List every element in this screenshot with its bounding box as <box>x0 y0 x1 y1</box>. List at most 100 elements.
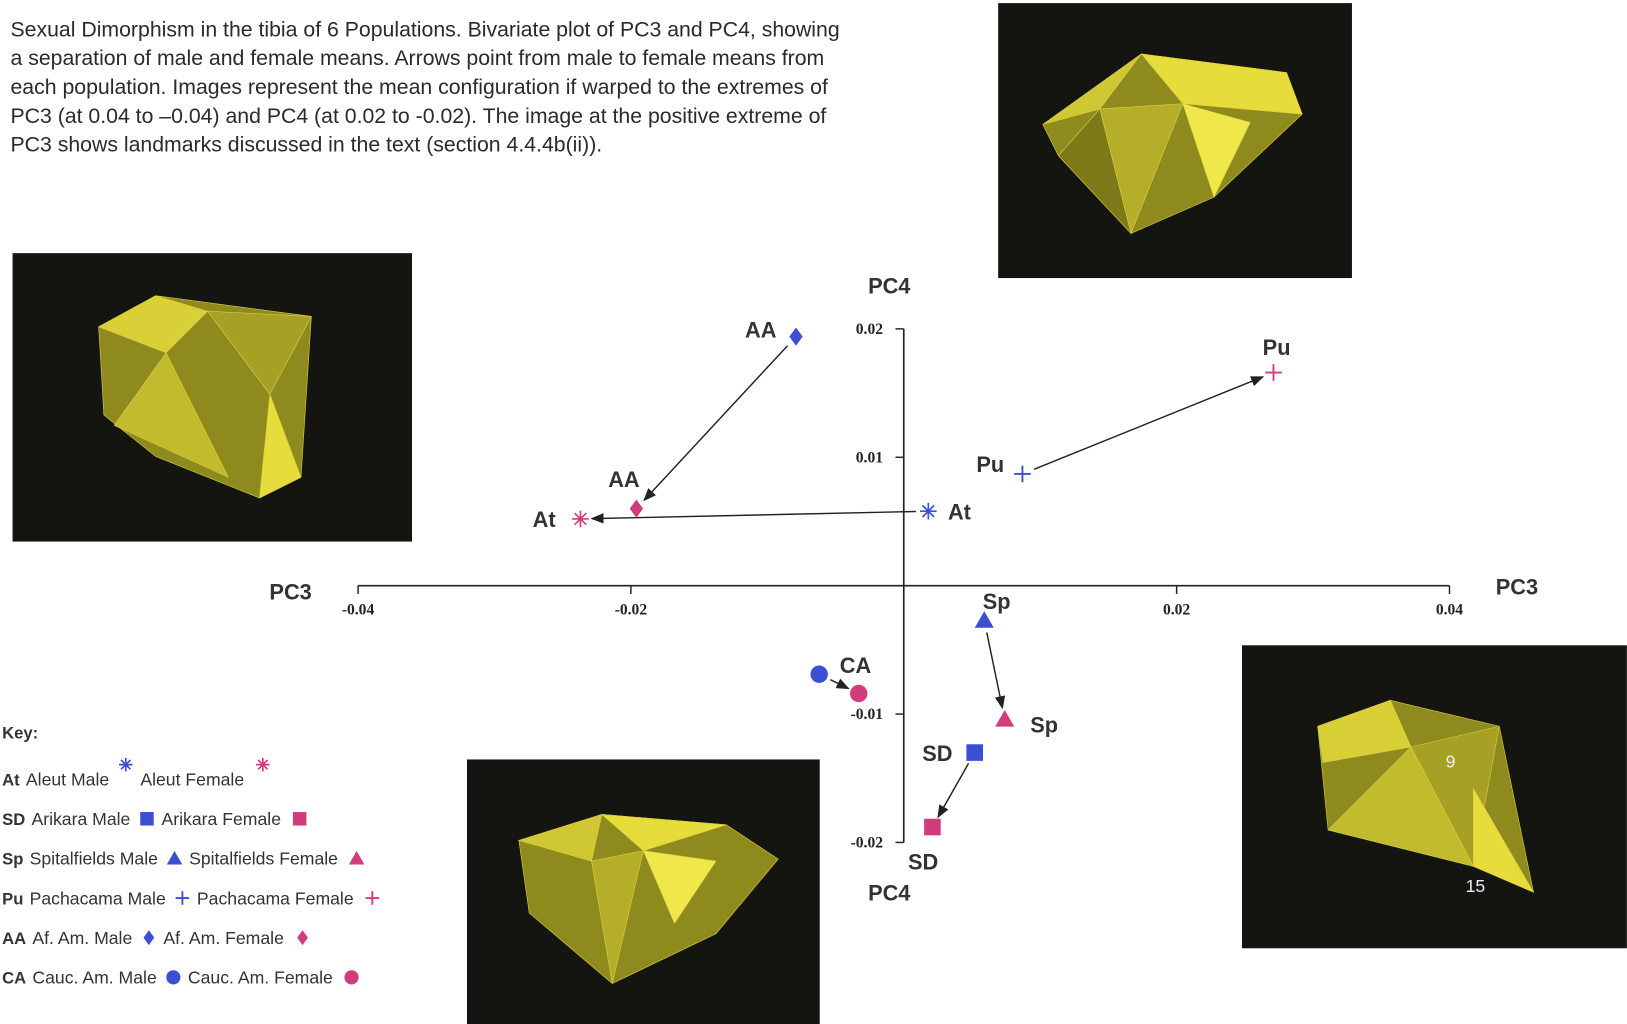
y-tick-label: 0.01 <box>856 449 883 466</box>
key-marker <box>292 812 307 826</box>
marker-shape <box>256 757 270 772</box>
female-mean <box>572 510 589 528</box>
marker-shape <box>119 757 133 772</box>
point-label: Sp <box>983 589 1011 614</box>
key-label: Spitalfields Female <box>189 849 338 869</box>
point-label: AA <box>608 467 640 492</box>
marker-shape <box>166 850 183 865</box>
caption-line: Sexual Dimorphism in the tibia of 6 Popu… <box>10 17 839 41</box>
point-label: Sp <box>1030 713 1058 738</box>
y-tick-label: 0.02 <box>856 321 883 338</box>
male-mean <box>789 327 803 346</box>
marker-shape <box>365 891 380 905</box>
marker-shape <box>348 850 365 865</box>
x-tick-label: 0.02 <box>1163 602 1190 619</box>
arrow <box>986 632 1006 710</box>
key-row: Sp Spitalfields Male Spitalfields Female <box>2 849 365 869</box>
key-marker <box>256 757 270 772</box>
marker-shape <box>629 499 643 518</box>
marker-shape <box>143 930 155 946</box>
male-mean <box>810 665 828 683</box>
marker-shape <box>344 970 359 985</box>
key-row: At Aleut Male Aleut Female <box>2 757 270 789</box>
key-label: Pachacama Male <box>30 888 166 908</box>
caption-line: PC3 shows landmarks discussed in the tex… <box>10 133 602 157</box>
key-label: Af. Am. Male <box>32 928 132 948</box>
caption: Sexual Dimorphism in the tibia of 6 Popu… <box>10 17 839 156</box>
key-row: Pu Pachacama Male Pachacama Female <box>2 888 380 908</box>
image-left <box>12 253 412 542</box>
marker-shape <box>974 611 994 628</box>
female-mean <box>1265 364 1282 381</box>
key-label: Af. Am. Female <box>163 928 284 948</box>
key-code: AA <box>2 929 26 948</box>
marker-shape <box>995 710 1015 727</box>
marker-shape <box>924 818 941 836</box>
x-tick-label: 0.04 <box>1436 602 1463 619</box>
key-label: Cauc. Am. Female <box>188 968 333 988</box>
y-tick-label: -0.02 <box>851 835 884 852</box>
marker-shape <box>850 684 868 703</box>
point-label: Pu <box>976 452 1004 477</box>
point-label: SD <box>908 850 938 875</box>
arrow <box>1033 376 1265 470</box>
marker-shape <box>1265 364 1282 381</box>
female-mean <box>850 684 868 703</box>
y-tick-label: -0.01 <box>851 706 883 723</box>
point-label: Pu <box>1263 335 1291 360</box>
female-mean <box>924 818 941 836</box>
marker-shape <box>966 744 984 761</box>
marker-shape <box>166 970 181 985</box>
marker-shape <box>140 812 154 826</box>
key-marker <box>140 812 154 826</box>
x-tick-label: -0.04 <box>342 602 375 619</box>
landmark-label: 9 <box>1446 752 1456 772</box>
key-code: Sp <box>2 850 23 869</box>
key-marker <box>166 970 181 985</box>
key-label: Pachacama Female <box>197 888 354 908</box>
point-label: At <box>948 499 971 524</box>
male-mean <box>1014 465 1031 483</box>
male-mean <box>966 744 984 761</box>
key-title: Key: <box>2 724 38 743</box>
key-marker <box>175 891 190 905</box>
key-label: Cauc. Am. Male <box>32 968 157 988</box>
caption-line: each population. Images represent the me… <box>10 75 828 99</box>
arrow <box>643 345 789 502</box>
key-marker <box>344 970 359 985</box>
marker-shape <box>297 930 308 946</box>
key-label: Spitalfields Male <box>30 849 159 869</box>
key-marker <box>119 757 133 772</box>
arrow <box>590 510 916 524</box>
landmark-label: 15 <box>1466 876 1486 896</box>
x-tick-label: -0.02 <box>615 602 648 619</box>
key-label: Aleut Male <box>26 769 109 789</box>
arrow <box>830 678 850 690</box>
key-marker <box>143 930 155 946</box>
point-label: CA <box>840 653 872 678</box>
key-row: CA Cauc. Am. Male Cauc. Am. Female <box>2 968 359 988</box>
marker-shape <box>175 891 190 905</box>
marker-shape <box>1014 465 1031 483</box>
point-label: SD <box>922 741 952 766</box>
x-axis-label: PC3 <box>1496 574 1538 599</box>
point-label: AA <box>745 318 777 343</box>
key-row: AA Af. Am. Male Af. Am. Female <box>2 928 308 948</box>
key-marker <box>297 930 308 946</box>
key-marker <box>365 891 380 905</box>
key-label: Arikara Female <box>162 809 282 829</box>
image-top-right <box>998 3 1352 279</box>
key-label: Arikara Male <box>31 809 130 829</box>
key-marker <box>166 850 183 865</box>
female-mean <box>995 710 1015 727</box>
image-bottom <box>466 759 820 1024</box>
marker-shape <box>810 665 828 683</box>
marker-shape <box>292 812 307 826</box>
male-mean <box>920 502 937 520</box>
key-row: SD Arikara Male Arikara Female <box>2 809 307 829</box>
marker-shape <box>789 327 803 346</box>
female-mean <box>629 499 643 518</box>
key-label: Aleut Female <box>140 769 244 789</box>
y-axis-label: PC4 <box>868 881 910 906</box>
